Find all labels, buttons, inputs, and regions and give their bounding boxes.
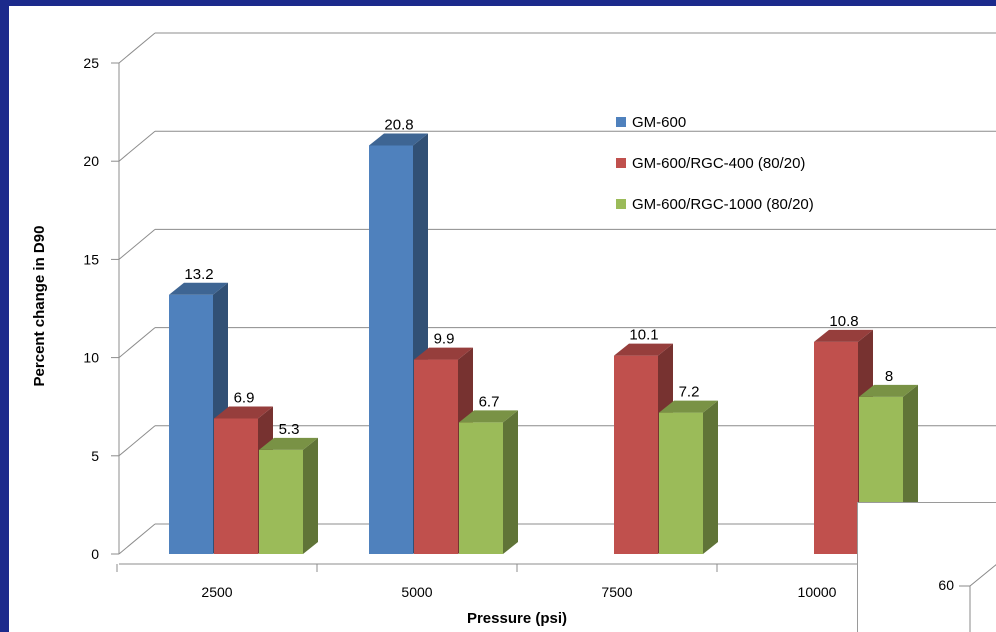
data-label: 13.2 <box>184 266 213 283</box>
data-label: 10.8 <box>829 313 858 330</box>
y-axis-title: Percent change in D90 <box>31 226 48 387</box>
data-label: 8 <box>885 368 893 385</box>
x-tick-label-5000: 5000 <box>401 584 432 600</box>
bar-top <box>169 282 228 295</box>
inset-axis-depth <box>969 564 996 587</box>
legend-label: GM-600/RGC-400 (80/20) <box>632 155 805 172</box>
bar-GM-600/RGC-1000 (80/20)-7500 <box>659 400 718 554</box>
x-tick-label-7500: 7500 <box>601 584 632 600</box>
y-tick-label: 0 <box>91 546 99 562</box>
bar-GM-600-5000 <box>369 133 428 554</box>
legend-swatch <box>616 199 626 209</box>
inset-canvas: 60 <box>938 564 996 632</box>
data-label: 9.9 <box>434 331 455 348</box>
bar-front <box>814 341 858 554</box>
gridline-25 <box>111 32 996 64</box>
bar-side <box>703 400 718 554</box>
data-labels: 13.2 20.8 6.9 9.9 10.1 10.8 5.3 6.7 7.2 8 <box>184 116 893 437</box>
bar-side <box>503 410 518 554</box>
axes: 0 5 10 15 20 25 2500 5000 7500 10000 <box>83 55 996 600</box>
bar-front <box>369 145 413 554</box>
bar-front <box>614 355 658 554</box>
x-axis-title: Pressure (psi) <box>467 610 567 627</box>
y-tick-label: 20 <box>83 153 99 169</box>
x-tick-label-10000: 10000 <box>798 584 837 600</box>
bar-front <box>169 294 213 554</box>
bar-GM-600/RGC-400 (80/20)-10000 <box>814 329 873 554</box>
inset-tick-label: 60 <box>938 577 954 593</box>
legend-entry-1: GM-600 <box>616 114 686 131</box>
legend-label: GM-600 <box>632 114 686 131</box>
bar-top <box>859 384 918 397</box>
y-tick-label: 10 <box>83 350 99 366</box>
bar-top <box>814 329 873 342</box>
y-tick-label: 5 <box>91 448 99 464</box>
bar-side <box>303 437 318 554</box>
gridline-diagonal <box>118 130 156 162</box>
bar-top <box>259 437 318 450</box>
chart-frame: 0 5 10 15 20 25 2500 5000 7500 10000 13.2 20.8 6.9 9… <box>9 6 996 632</box>
bar-front <box>459 422 503 554</box>
data-label: 10.1 <box>629 327 658 344</box>
bar-front <box>659 412 703 554</box>
y-tick-label: 25 <box>83 55 99 71</box>
gridline-20 <box>111 130 996 162</box>
data-label: 6.9 <box>234 389 255 406</box>
bar-top <box>459 410 518 423</box>
bar-GM-600/RGC-1000 (80/20)-5000 <box>459 410 518 554</box>
bar-GM-600/RGC-1000 (80/20)-2500 <box>259 437 318 554</box>
data-label: 5.3 <box>279 421 300 438</box>
legend-entry-2: GM-600/RGC-400 (80/20) <box>616 155 805 172</box>
gridline-15 <box>111 228 996 260</box>
x-tick-label-2500: 2500 <box>201 584 232 600</box>
overlapping-chart-inset: 60 <box>857 502 996 632</box>
legend-swatch <box>616 117 626 127</box>
bar-top <box>369 133 428 146</box>
bar-top <box>659 400 718 413</box>
bar-front <box>414 359 458 554</box>
bar-GM-600/RGC-400 (80/20)-7500 <box>614 343 673 554</box>
data-label: 7.2 <box>679 384 700 401</box>
chart-canvas: 0 5 10 15 20 25 2500 5000 7500 10000 13.2 20.8 6.9 9… <box>31 32 996 627</box>
gridline-diagonal <box>118 32 156 64</box>
gridline-diagonal <box>118 523 156 555</box>
legend-entry-3: GM-600/RGC-1000 (80/20) <box>616 196 814 213</box>
data-label: 6.7 <box>479 393 500 410</box>
bars <box>169 133 918 554</box>
legend: GM-600 GM-600/RGC-400 (80/20) GM-600/RGC-1… <box>616 114 814 213</box>
y-tick-label: 15 <box>83 251 99 267</box>
gridline-diagonal <box>118 327 156 358</box>
gridline-10 <box>111 327 996 359</box>
bar-front <box>214 418 258 554</box>
bar-top <box>614 343 673 356</box>
bar-top <box>214 406 273 419</box>
gridline-diagonal <box>118 229 156 260</box>
bar-top <box>414 347 473 360</box>
data-label: 20.8 <box>384 116 413 133</box>
legend-swatch <box>616 158 626 168</box>
bar-front <box>259 449 303 554</box>
gridline-diagonal <box>118 425 156 457</box>
legend-label: GM-600/RGC-1000 (80/20) <box>632 196 814 213</box>
